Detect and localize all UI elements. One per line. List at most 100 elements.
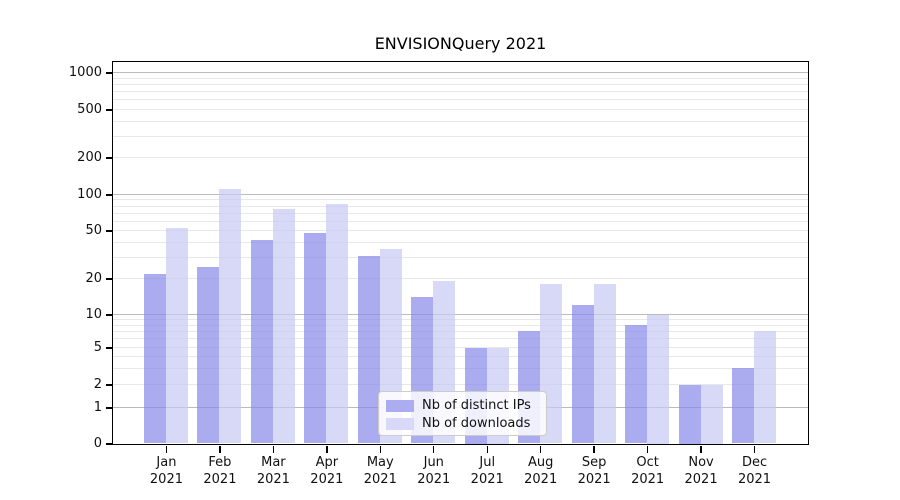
y-tick-mark <box>106 72 113 74</box>
y-tick-label: 20 <box>85 271 102 286</box>
y-tick-mark <box>106 443 113 445</box>
bar-distinct-ips <box>571 305 594 444</box>
y-tick-label: 1000 <box>68 65 102 80</box>
x-tick-year: 2021 <box>417 472 451 487</box>
y-tick-mark <box>106 157 113 159</box>
gridline-minor <box>112 77 808 79</box>
x-tick-label: May 2021 <box>350 454 410 488</box>
plot-area <box>111 60 809 445</box>
x-tick-month: Aug <box>527 455 554 470</box>
x-tick-year: 2021 <box>577 472 611 487</box>
y-tick-mark <box>106 384 113 386</box>
x-tick-month: Jul <box>479 455 496 470</box>
x-tick-year: 2021 <box>310 472 344 487</box>
x-tick-year: 2021 <box>203 472 237 487</box>
x-tick-label: Jun 2021 <box>404 454 464 488</box>
gridline-minor <box>112 230 808 231</box>
y-tick-mark <box>106 194 113 196</box>
x-tick-mark <box>326 445 328 453</box>
y-tick-label: 10 <box>85 307 102 322</box>
x-tick-year: 2021 <box>737 472 772 487</box>
legend-row: Nb of downloads <box>386 415 538 433</box>
x-tick-label: Jan 2021 <box>136 454 196 488</box>
gridline-minor <box>112 83 808 85</box>
bar-distinct-ips <box>625 325 648 444</box>
gridline-major <box>112 72 808 73</box>
bar-distinct-ips <box>250 239 273 444</box>
bar-distinct-ips <box>197 266 220 444</box>
x-tick-mark <box>486 445 488 453</box>
x-tick-month: Sep <box>581 455 607 470</box>
gridline-minor <box>112 135 808 137</box>
gridline-minor <box>112 99 808 101</box>
x-tick-year: 2021 <box>684 472 718 487</box>
legend: Nb of distinct IPs Nb of downloads <box>378 391 547 436</box>
legend-row: Nb of distinct IPs <box>386 397 538 415</box>
gridline-major <box>112 194 808 195</box>
gridline-minor <box>112 367 808 369</box>
gridline-minor <box>112 120 808 122</box>
gridline-minor <box>112 91 808 93</box>
gridline-minor <box>112 356 808 357</box>
y-tick-mark <box>106 407 113 409</box>
x-tick-label: Nov 2021 <box>671 454 731 488</box>
gridline-minor <box>112 212 808 214</box>
y-tick-mark <box>106 230 113 232</box>
x-tick-mark <box>700 445 702 453</box>
bar-distinct-ips <box>304 232 327 444</box>
x-tick-label: Sep 2021 <box>564 454 624 488</box>
x-tick-mark <box>165 445 168 453</box>
gridline-minor <box>112 319 808 321</box>
bar-downloads <box>700 384 723 444</box>
gridline-minor <box>112 220 808 222</box>
bar-distinct-ips <box>732 368 755 444</box>
bar-downloads <box>219 189 242 444</box>
bar-downloads <box>165 228 188 444</box>
gridline-minor <box>112 330 808 332</box>
x-tick-label: Dec 2021 <box>725 454 785 488</box>
x-tick-year: 2021 <box>256 472 290 487</box>
x-tick-label: Feb 2021 <box>190 454 250 488</box>
gridline-minor <box>112 199 808 201</box>
gridline-minor <box>112 241 808 243</box>
x-tick-label: Jul 2021 <box>457 454 517 488</box>
x-tick-label: Oct 2021 <box>618 454 678 488</box>
x-tick-month: Nov <box>688 455 714 470</box>
bar-downloads <box>754 331 777 444</box>
x-tick-month: May <box>366 455 394 470</box>
x-tick-mark <box>272 445 275 453</box>
bar-distinct-ips <box>678 384 701 444</box>
gridline-minor <box>112 109 808 110</box>
gridline-minor <box>112 324 808 326</box>
x-tick-mark <box>646 445 649 453</box>
bar-downloads <box>326 204 349 444</box>
x-tick-month: Oct <box>636 455 659 470</box>
gridline-minor <box>112 278 808 279</box>
chart-title: ENVISIONQuery 2021 <box>374 34 547 53</box>
y-tick-label: 1 <box>93 400 102 415</box>
x-tick-label: Aug 2021 <box>511 454 571 488</box>
y-tick-label: 100 <box>77 187 102 202</box>
legend-label: Nb of distinct IPs <box>422 398 531 413</box>
x-tick-mark <box>753 445 756 453</box>
gridline-major <box>112 314 808 315</box>
x-tick-year: 2021 <box>470 472 504 487</box>
x-tick-mark <box>219 445 221 453</box>
x-tick-year: 2021 <box>149 472 183 487</box>
x-tick-month: Feb <box>208 455 232 470</box>
x-tick-year: 2021 <box>631 472 665 487</box>
x-tick-label: Mar 2021 <box>243 454 303 488</box>
x-tick-year: 2021 <box>363 472 397 487</box>
y-tick-mark <box>106 347 113 349</box>
legend-label: Nb of downloads <box>422 416 531 431</box>
y-tick-label: 50 <box>85 223 102 238</box>
x-tick-year: 2021 <box>524 472 558 487</box>
y-tick-label: 500 <box>77 102 102 117</box>
bar-downloads <box>647 314 670 444</box>
x-tick-month: Jun <box>423 455 444 470</box>
y-tick-label: 5 <box>93 340 102 355</box>
x-tick-month: Jan <box>156 455 177 470</box>
x-tick-month: Dec <box>741 455 768 470</box>
y-tick-mark <box>106 314 113 316</box>
